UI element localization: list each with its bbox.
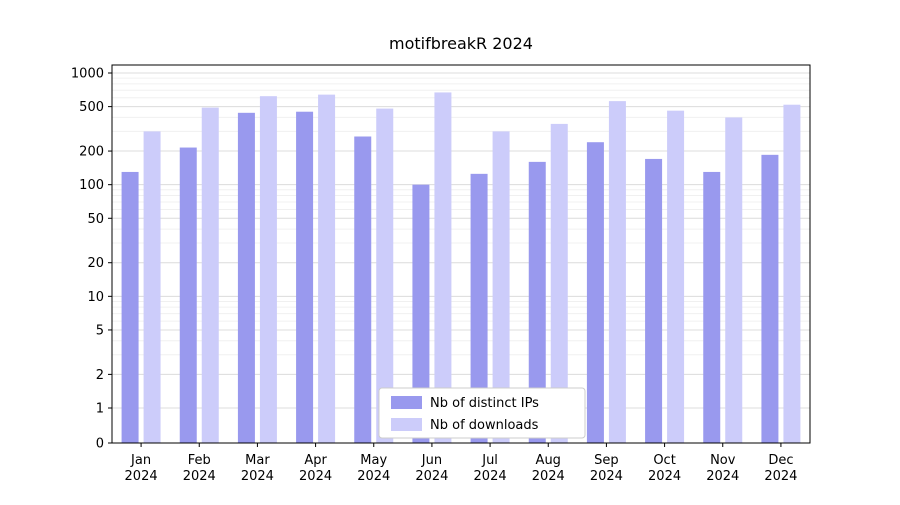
x-tick-label-year: 2024: [183, 469, 216, 484]
x-tick-label-month: Jun: [421, 453, 442, 468]
x-tick-label-year: 2024: [532, 469, 565, 484]
x-tick-label-year: 2024: [357, 469, 390, 484]
bar-downloads: [259, 96, 277, 444]
bar-distinct-ips: [470, 173, 488, 444]
bar-downloads: [434, 92, 452, 444]
y-tick-label: 5: [96, 323, 104, 338]
bar-downloads: [376, 108, 394, 443]
y-tick-label: 10: [87, 290, 104, 305]
y-tick-label: 500: [79, 100, 104, 115]
legend-label: Nb of downloads: [430, 418, 539, 433]
x-tick-label-year: 2024: [474, 469, 507, 484]
x-tick-label-year: 2024: [125, 469, 158, 484]
plot-border: [111, 64, 811, 444]
y-tick-label: 2: [96, 368, 104, 383]
bar-downloads: [550, 123, 568, 443]
bar-distinct-ips: [121, 171, 139, 443]
bar-downloads: [667, 110, 685, 444]
x-tick-label-month: Aug: [536, 453, 561, 468]
bar-downloads: [201, 107, 219, 443]
bar-downloads: [143, 131, 161, 443]
bar-distinct-ips: [296, 111, 314, 443]
bar-distinct-ips: [354, 136, 372, 443]
x-tick-label-month: Jul: [481, 453, 498, 468]
bar-downloads: [608, 101, 626, 443]
y-tick-label: 100: [79, 178, 104, 193]
x-tick-label-year: 2024: [241, 469, 274, 484]
y-tick-label: 0: [96, 437, 104, 452]
y-tick-label: 200: [79, 145, 104, 160]
bar-downloads: [783, 104, 801, 444]
x-tick-label-month: Feb: [188, 453, 211, 468]
x-tick-label-month: Sep: [594, 453, 619, 468]
x-tick-label-year: 2024: [764, 469, 797, 484]
x-tick-label-year: 2024: [590, 469, 623, 484]
bar-distinct-ips: [586, 142, 604, 443]
legend-label: Nb of distinct IPs: [430, 396, 539, 411]
y-tick-label: 1000: [71, 67, 104, 82]
legend-box: [378, 387, 586, 439]
bar-distinct-ips: [761, 154, 779, 443]
x-tick-label-year: 2024: [648, 469, 681, 484]
bar-distinct-ips: [703, 171, 721, 443]
y-tick-label: 50: [87, 212, 104, 227]
x-tick-label-month: Mar: [245, 453, 270, 468]
legend-swatch: [391, 396, 422, 409]
bar-distinct-ips: [179, 147, 197, 443]
x-tick-label-year: 2024: [706, 469, 739, 484]
chart-title: motifbreakR 2024: [389, 34, 533, 53]
legend-swatch: [391, 418, 422, 431]
bar-distinct-ips: [412, 184, 430, 443]
x-tick-label-year: 2024: [299, 469, 332, 484]
y-tick-label: 20: [87, 256, 104, 271]
bar-distinct-ips: [645, 158, 663, 443]
x-tick-label-month: Nov: [710, 453, 736, 468]
x-tick-label-month: May: [360, 453, 387, 468]
x-tick-label-year: 2024: [415, 469, 448, 484]
x-tick-label-month: Oct: [653, 453, 675, 468]
x-tick-label-month: Apr: [304, 453, 327, 468]
bar-downloads: [492, 131, 510, 443]
bar-downloads: [318, 94, 336, 443]
y-tick-label: 1: [96, 402, 104, 417]
x-tick-label-month: Jan: [130, 453, 151, 468]
x-tick-label-month: Dec: [768, 453, 793, 468]
bar-distinct-ips: [237, 112, 255, 443]
bar-distinct-ips: [528, 161, 546, 443]
bar-downloads: [725, 117, 743, 443]
